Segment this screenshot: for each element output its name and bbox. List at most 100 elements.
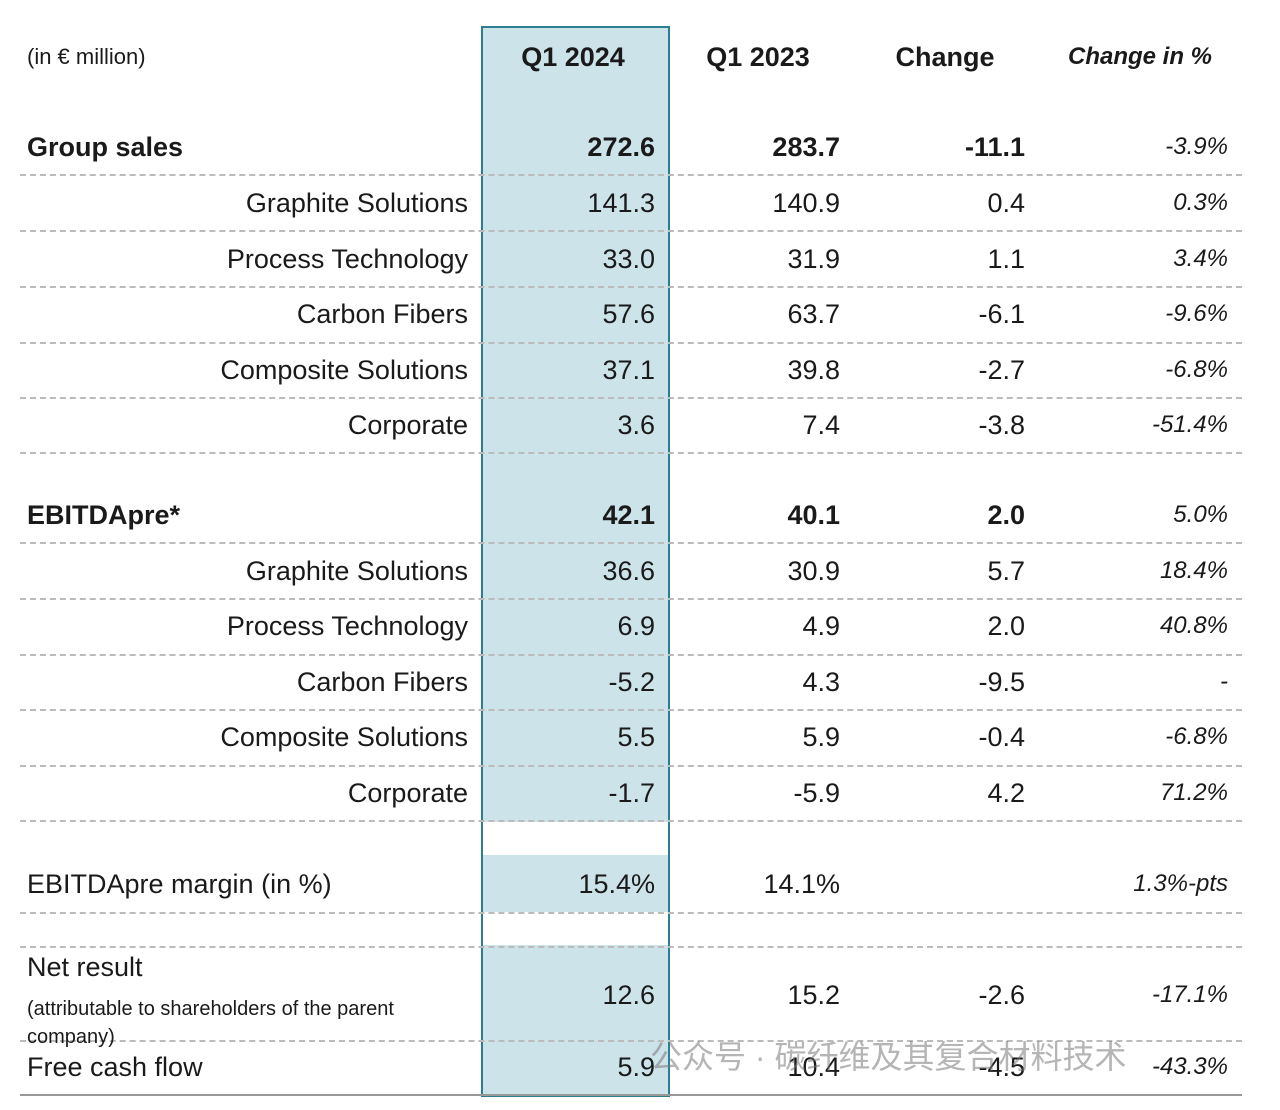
row-separator bbox=[20, 654, 1242, 656]
row-note: (attributable to shareholders of the par… bbox=[27, 998, 394, 1048]
bottom-rule bbox=[20, 1094, 1242, 1096]
cell: 10.4 bbox=[787, 1052, 840, 1082]
gap bbox=[483, 912, 668, 945]
cell: 2.0 bbox=[987, 500, 1025, 530]
row-label: Process Technology bbox=[226, 244, 468, 274]
cell: 4.2 bbox=[987, 778, 1025, 808]
cell: 42.1 bbox=[602, 500, 655, 530]
row-separator bbox=[20, 230, 1242, 232]
cell: 12.6 bbox=[602, 980, 655, 1010]
cell: 5.5 bbox=[617, 722, 655, 752]
row-label: Free cash flow bbox=[27, 1052, 203, 1082]
cell: 1.3%-pts bbox=[1133, 870, 1228, 897]
cell: 33.0 bbox=[602, 244, 655, 274]
row-separator bbox=[20, 397, 1242, 399]
row-label: Group sales bbox=[27, 132, 184, 162]
cell: -2.6 bbox=[978, 980, 1025, 1010]
cell: 40.8% bbox=[1159, 612, 1228, 639]
cell: 15.2 bbox=[787, 980, 840, 1010]
cell: 5.7 bbox=[987, 556, 1025, 586]
cell: -9.5 bbox=[978, 667, 1025, 697]
row-label: Corporate bbox=[347, 410, 468, 440]
cell: 1.1 bbox=[987, 244, 1025, 274]
header-cell: Change in % bbox=[1067, 43, 1212, 70]
cell: 15.4% bbox=[578, 869, 655, 899]
cell: 4.9 bbox=[802, 611, 840, 641]
row-label: EBITDApre* bbox=[27, 500, 181, 530]
cell: -0.4 bbox=[978, 722, 1025, 752]
cell: 3.4% bbox=[1173, 245, 1228, 272]
row-label: Composite Solutions bbox=[220, 722, 468, 752]
cell: 3.6 bbox=[617, 410, 655, 440]
row-separator bbox=[20, 452, 1242, 454]
cell: 5.9 bbox=[617, 1052, 655, 1082]
cell: -1.7 bbox=[608, 778, 655, 808]
cell: 7.4 bbox=[802, 410, 840, 440]
row-label: Graphite Solutions bbox=[245, 188, 468, 218]
cell: -4.5 bbox=[978, 1052, 1025, 1082]
row-separator bbox=[20, 912, 1242, 914]
cell: 4.3 bbox=[802, 667, 840, 697]
cell: 18.4% bbox=[1159, 557, 1228, 584]
cell: -5.9 bbox=[793, 778, 840, 808]
row-separator bbox=[20, 342, 1242, 344]
cell: -9.6% bbox=[1165, 300, 1228, 327]
cell: 37.1 bbox=[602, 355, 655, 385]
header-cell: Q1 2024 bbox=[521, 42, 625, 72]
cell: 36.6 bbox=[602, 556, 655, 586]
cell: 40.1 bbox=[787, 500, 840, 530]
cell: 2.0 bbox=[987, 611, 1025, 641]
row-separator bbox=[20, 946, 1242, 948]
row-separator bbox=[20, 765, 1242, 767]
cell: -3.8 bbox=[978, 410, 1025, 440]
cell: 6.9 bbox=[617, 611, 655, 641]
cell: 63.7 bbox=[787, 299, 840, 329]
cell: 0.4 bbox=[987, 188, 1025, 218]
row-label: Process Technology bbox=[226, 611, 468, 641]
row-label: Carbon Fibers bbox=[296, 667, 468, 697]
cell: -11.1 bbox=[964, 132, 1025, 162]
cell: 283.7 bbox=[772, 132, 840, 162]
row-label: Composite Solutions bbox=[220, 355, 468, 385]
row-label: Corporate bbox=[347, 778, 468, 808]
cell: -6.8% bbox=[1165, 723, 1228, 750]
cell: 71.2% bbox=[1159, 779, 1228, 806]
cell: -6.8% bbox=[1165, 356, 1228, 383]
header-cell: Change bbox=[895, 42, 995, 72]
cell: 141.3 bbox=[587, 188, 655, 218]
cell: 5.0% bbox=[1173, 501, 1228, 528]
cell: - bbox=[1220, 668, 1228, 695]
cell: 39.8 bbox=[787, 355, 840, 385]
cell: 272.6 bbox=[587, 132, 655, 162]
cell: -5.2 bbox=[608, 667, 655, 697]
cell: -51.4% bbox=[1151, 411, 1228, 438]
cell: 31.9 bbox=[787, 244, 840, 274]
cell: -43.3% bbox=[1151, 1053, 1228, 1080]
row-separator bbox=[20, 709, 1242, 711]
cell: -3.9% bbox=[1165, 133, 1228, 160]
row-separator bbox=[20, 542, 1242, 544]
cell: -17.1% bbox=[1151, 981, 1228, 1008]
row-label: Net result bbox=[27, 952, 143, 982]
row-separator bbox=[20, 820, 1242, 822]
cell: -2.7 bbox=[978, 355, 1025, 385]
cell: 5.9 bbox=[802, 722, 840, 752]
row-label: Graphite Solutions bbox=[245, 556, 468, 586]
header-cell: Q1 2023 bbox=[706, 42, 810, 72]
cell: 140.9 bbox=[772, 188, 840, 218]
cell: 57.6 bbox=[602, 299, 655, 329]
row-separator bbox=[20, 286, 1242, 288]
header-cell: (in € million) bbox=[27, 44, 146, 69]
cell: -6.1 bbox=[978, 299, 1025, 329]
cell: 14.1% bbox=[763, 869, 840, 899]
row-label: Carbon Fibers bbox=[296, 299, 468, 329]
row-separator bbox=[20, 1040, 1242, 1042]
cell: 0.3% bbox=[1173, 189, 1228, 216]
row-label: EBITDApre margin (in %) bbox=[27, 869, 332, 899]
watermark: 公众号 · 碳纤维及其复合材料技术 bbox=[650, 1039, 1127, 1075]
cell: 30.9 bbox=[787, 556, 840, 586]
gap bbox=[483, 822, 668, 855]
row-separator bbox=[20, 174, 1242, 176]
row-separator bbox=[20, 598, 1242, 600]
